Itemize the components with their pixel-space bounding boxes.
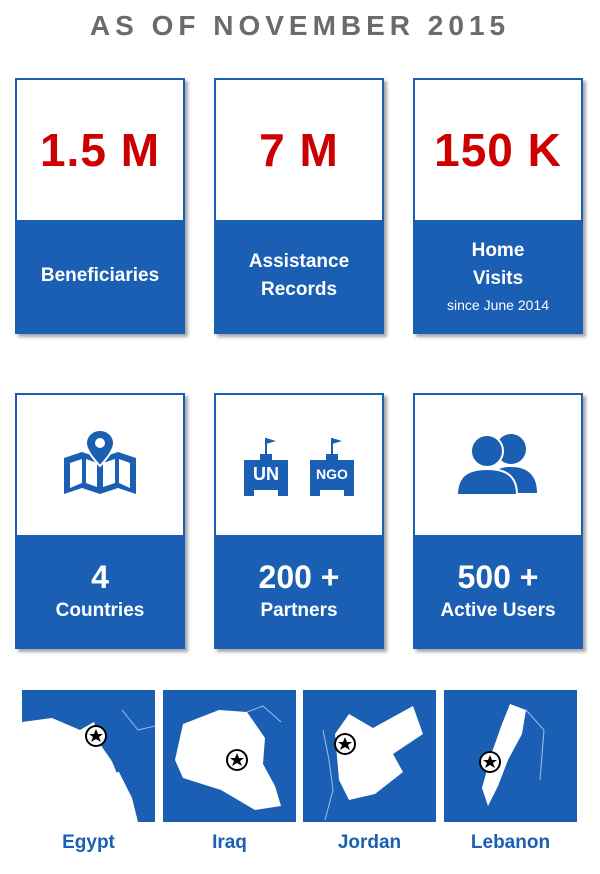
stat-card-home-visits: 150 K Home Visits since June 2014: [413, 78, 583, 334]
partners-count: 200 +: [258, 559, 340, 595]
stat-card-countries: 4 Countries: [15, 393, 185, 649]
active-users-label: Active Users: [440, 600, 556, 621]
assistance-records-label-line2: Records: [260, 279, 338, 300]
assistance-records-value: 7 M: [259, 124, 339, 176]
stat-card-beneficiaries: 1.5 M Beneficiaries: [15, 78, 185, 334]
countries-label: Countries: [55, 600, 145, 621]
egypt-map: [22, 690, 155, 822]
star-marker-icon: [479, 751, 501, 773]
beneficiaries-label: Beneficiaries: [40, 265, 160, 286]
ngo-building-icon: NGO: [308, 434, 356, 496]
map-pin-icon: [60, 428, 140, 503]
lebanon-map: [444, 690, 577, 822]
ngo-label: NGO: [316, 466, 348, 482]
country-label-iraq: Iraq: [212, 832, 247, 853]
assistance-records-label-line1: Assistance: [248, 251, 350, 272]
un-label: UN: [253, 464, 279, 484]
country-label-lebanon: Lebanon: [470, 832, 551, 853]
home-visits-label-line2: Visits: [472, 268, 524, 289]
country-label-jordan: Jordan: [337, 832, 402, 853]
home-visits-value: 150 K: [434, 124, 562, 176]
users-icon: [453, 429, 543, 502]
jordan-map: [303, 690, 436, 822]
star-marker-icon: [226, 749, 248, 771]
iraq-map: [163, 690, 296, 822]
home-visits-label-line1: Home: [471, 240, 525, 261]
country-label-egypt: Egypt: [62, 832, 115, 853]
star-marker-icon: [85, 725, 107, 747]
star-marker-icon: [334, 733, 356, 755]
active-users-count: 500 +: [457, 559, 539, 595]
home-visits-sublabel: since June 2014: [447, 297, 549, 313]
partners-label: Partners: [260, 600, 338, 621]
countries-count: 4: [91, 559, 109, 595]
stat-card-active-users: 500 + Active Users: [413, 393, 583, 649]
beneficiaries-value: 1.5 M: [39, 124, 161, 176]
page-heading: AS OF NOVEMBER 2015: [89, 10, 511, 41]
stat-card-assistance-records: 7 M Assistance Records: [214, 78, 384, 334]
stat-card-partners: UN NGO 200 + Partners: [214, 393, 384, 649]
un-building-icon: UN: [242, 434, 290, 496]
